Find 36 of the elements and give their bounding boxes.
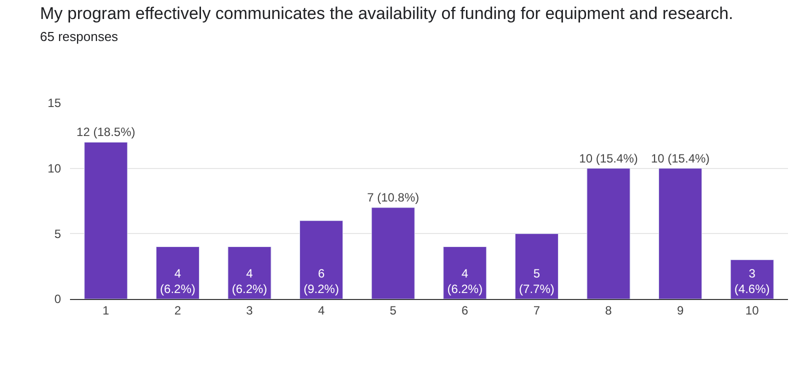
x-tick-label: 7: [533, 303, 540, 318]
data-label: 3 (4.6%): [734, 266, 770, 296]
data-label: 4 (6.2%): [447, 266, 483, 296]
x-tick-label: 5: [390, 303, 397, 318]
data-label: 12 (18.5%): [76, 125, 136, 140]
x-tick-label: 4: [318, 303, 325, 318]
data-label: 10 (15.4%): [650, 151, 710, 166]
chart-subtitle: 65 responses: [40, 29, 119, 44]
bar: [228, 246, 272, 299]
bar: [371, 207, 415, 299]
bar: [300, 220, 344, 299]
x-tick-label: 3: [246, 303, 254, 318]
bar: [84, 142, 128, 299]
bar: [730, 260, 774, 299]
data-label: 4 (6.2%): [160, 266, 196, 296]
x-tick-label: 10: [745, 303, 760, 318]
x-tick-label: 9: [676, 303, 684, 318]
bar: [514, 233, 558, 299]
y-tick-label: 5: [54, 226, 62, 241]
x-tick-label: 6: [462, 303, 469, 318]
data-label: 4 (6.2%): [232, 266, 268, 296]
data-label: 6 (9.2%): [304, 266, 339, 296]
y-tick-label: 15: [48, 96, 62, 110]
bar: [586, 168, 630, 299]
data-label: 7 (10.8%): [367, 190, 420, 205]
y-tick-label: 0: [54, 292, 62, 306]
y-tick-label: 10: [48, 162, 62, 176]
data-label: 5 (7.7%): [519, 266, 554, 296]
x-tick-label: 2: [174, 303, 182, 318]
x-tick-label: 8: [605, 303, 612, 318]
bar: [658, 168, 702, 299]
bar: [443, 246, 487, 299]
bar: [156, 246, 200, 299]
chart-title: My program effectively communicates the availability of funding for equipment and research.: [40, 4, 734, 24]
data-label: 10 (15.4%): [579, 151, 638, 166]
x-tick-label: 1: [102, 303, 110, 318]
